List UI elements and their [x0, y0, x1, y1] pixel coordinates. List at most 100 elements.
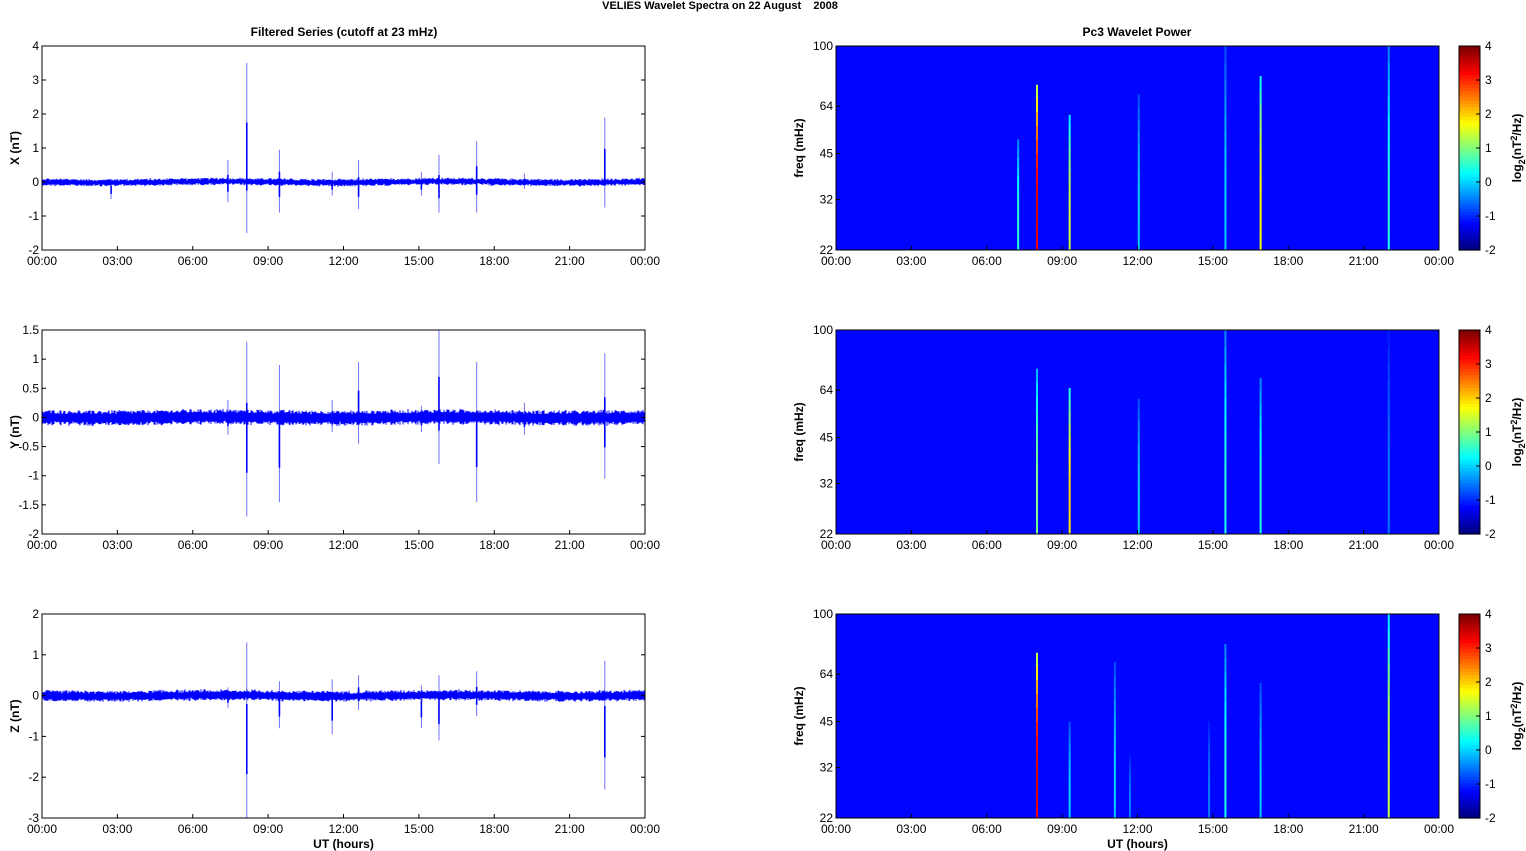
wavelet-x-colorbar-step [1459, 128, 1480, 133]
wavelet-x-burst-segment [1068, 114, 1071, 127]
series-x-xtick-label: 12:00 [328, 254, 358, 268]
wavelet-z-burst-segment [1036, 721, 1038, 736]
wavelet-y-burst-segment [1036, 368, 1038, 384]
wavelet-y-burst-segment [1259, 417, 1262, 431]
wavelet-z-burst-segment [1128, 812, 1131, 819]
wavelet-z-colorbar-label: log2(nT2/Hz) [1509, 682, 1526, 751]
series-y-ytick-label: 1 [32, 352, 39, 366]
wavelet-z-burst-segment [1036, 776, 1038, 791]
wavelet-z-burst-segment [1387, 665, 1390, 683]
wavelet-y-colorbar-step [1459, 349, 1480, 353]
series-y-xtick-label: 15:00 [404, 538, 434, 552]
wavelet-x-colorbar-step [1459, 119, 1480, 124]
wavelet-z-colorbar-step [1459, 814, 1480, 819]
wavelet-y-colorbar-step [1459, 361, 1480, 366]
wavelet-z-colorbar-step [1459, 645, 1480, 650]
wavelet-y-colorbar-step [1459, 495, 1480, 500]
wavelet-z-burst-segment [1128, 776, 1131, 783]
wavelet-x-burst-segment [1224, 46, 1227, 64]
wavelet-x-ytick-label: 100 [813, 39, 833, 53]
wavelet-y-burst-segment [1259, 430, 1262, 444]
wavelet-y-burst-segment [1387, 330, 1390, 348]
wavelet-x-burst-segment [1017, 157, 1020, 168]
wavelet-x-colorbar-step [1459, 122, 1480, 127]
wavelet-y-burst-segment [1387, 466, 1390, 484]
wavelet-x-colorbar-step [1459, 186, 1480, 191]
wavelet-y-burst-segment [1068, 497, 1071, 511]
wavelet-x-burst-segment [1259, 105, 1262, 121]
wavelet-z-burst-segment [1208, 793, 1211, 803]
series-z-ylabel: Z (nT) [8, 699, 22, 732]
wavelet-y-burst-segment [1387, 415, 1390, 433]
wavelet-x-burst-segment [1224, 148, 1227, 166]
wavelet-y-burst-segment [1224, 466, 1227, 484]
wavelet-z-colorbar-step [1459, 738, 1480, 743]
wavelet-x-colorbar-step [1459, 52, 1480, 57]
wavelet-x-burst-segment [1224, 165, 1227, 183]
wavelet-y-burst-segment [1224, 347, 1227, 365]
wavelet-z-burst-segment [1068, 761, 1071, 771]
wavelet-y-burst-segment [1068, 448, 1071, 462]
series-y-xtick-label: 21:00 [555, 538, 585, 552]
wavelet-y-colorbar-step [1459, 530, 1480, 535]
wavelet-y-burst-segment [1224, 432, 1227, 450]
wavelet-y-colorbar-step [1459, 473, 1480, 478]
wavelet-x-colorbar-step [1459, 55, 1480, 60]
wavelet-z-burst-segment [1113, 688, 1116, 702]
series-y-ytick-label: -1 [28, 469, 39, 483]
wavelet-z-burst-segment [1113, 753, 1116, 767]
wavelet-y-burst-segment [1137, 500, 1140, 512]
wavelet-y-colorbar-step [1459, 384, 1480, 388]
series-x-ylabel: X (nT) [8, 131, 22, 165]
wavelet-z-burst-segment [1387, 801, 1390, 819]
wavelet-x-colorbar-step [1459, 243, 1480, 248]
wavelet-z-ylabel: freq (mHz) [792, 686, 806, 745]
wavelet-y-burst-segment [1224, 500, 1227, 518]
wavelet-z-burst-segment [1387, 767, 1390, 785]
wavelet-y-colorbar-step [1459, 425, 1480, 430]
wavelet-x-burst-segment [1387, 46, 1390, 64]
wavelet-x-burst-segment [1387, 182, 1390, 200]
wavelet-y-colorbar-step [1459, 400, 1480, 404]
wavelet-x-colorbar-step [1459, 116, 1480, 120]
wavelet-z-colorbar-step [1459, 655, 1480, 660]
wavelet-x-burst-segment [1137, 224, 1140, 238]
wavelet-z-burst-segment [1128, 802, 1131, 809]
wavelet-x-xtick-label: 09:00 [1047, 254, 1077, 268]
wavelet-z-colorbar-step [1459, 709, 1480, 714]
series-y-ylabel: Y (nT) [8, 415, 22, 449]
wavelet-z-colorbar-step [1459, 792, 1480, 797]
wavelet-x-colorbar-step [1459, 46, 1480, 50]
wavelet-y-burst-segment [1068, 473, 1071, 486]
wavelet-y-burst-segment [1068, 388, 1071, 401]
wavelet-x-burst-segment [1387, 114, 1390, 132]
series-z-ytick-label: 1 [32, 648, 39, 662]
wavelet-y-colorbar-tick-label: 0 [1485, 459, 1492, 473]
wavelet-z-burst-segment [1113, 662, 1116, 676]
wavelet-z-burst-segment [1259, 761, 1262, 774]
wavelet-z-colorbar-step [1459, 712, 1480, 717]
series-y-ytick-label: -0.5 [18, 440, 39, 454]
wavelet-z-burst-segment [1259, 772, 1262, 785]
wavelet-y-colorbar-step [1459, 432, 1480, 436]
wavelet-z-ytick-label: 45 [820, 715, 834, 729]
wavelet-z-colorbar-step [1459, 696, 1480, 701]
wavelet-y-colorbar-step [1459, 355, 1480, 360]
wavelet-y-colorbar-step [1459, 514, 1480, 519]
wavelet-x-colorbar-tick-label: -2 [1485, 243, 1496, 257]
wavelet-x-colorbar-step [1459, 84, 1480, 89]
wavelet-x-burst-segment [1137, 211, 1140, 225]
wavelet-y-xtick-label: 00:00 [1424, 538, 1454, 552]
wavelet-x-burst-segment [1224, 63, 1227, 81]
wavelet-z-burst-segment [1387, 682, 1390, 700]
wavelet-y-burst-segment [1259, 495, 1262, 509]
wavelet-x-colorbar-step [1459, 230, 1480, 235]
wavelet-x-burst-segment [1224, 182, 1227, 200]
wavelet-z-burst-segment [1387, 750, 1390, 768]
wavelet-x-burst-segment [1068, 238, 1071, 251]
wavelet-x-burst-segment [1137, 146, 1140, 160]
wavelet-x-colorbar-step [1459, 135, 1480, 140]
wavelet-y-burst-segment [1137, 443, 1140, 456]
wavelet-x-colorbar-step [1459, 221, 1480, 226]
wavelet-y-colorbar-tick-label: 1 [1485, 425, 1492, 439]
